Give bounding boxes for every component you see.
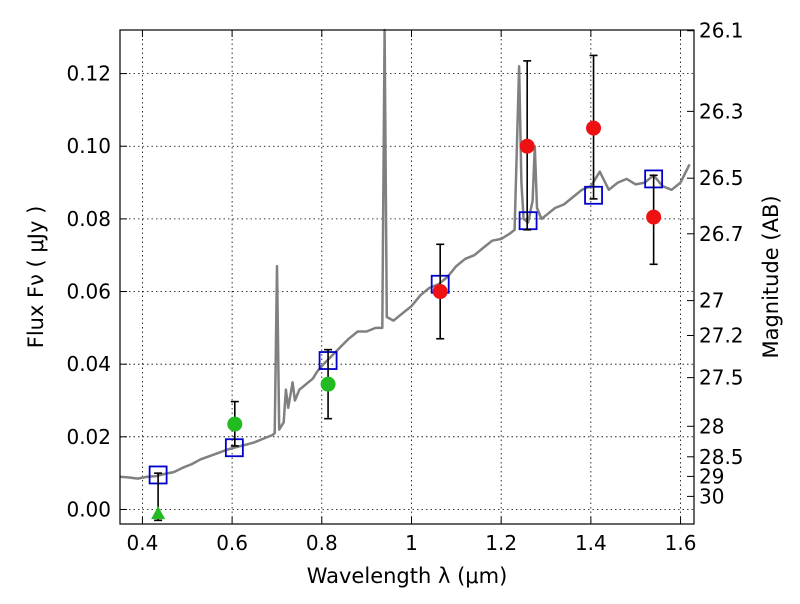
y-tick-label: 0.08 bbox=[66, 207, 111, 231]
plot-series bbox=[119, 28, 691, 522]
y2-axis-label: Magnitude (AB) bbox=[759, 195, 783, 358]
y-tick-label: 0.06 bbox=[66, 280, 111, 304]
y2-tick-label: 27.2 bbox=[699, 323, 744, 347]
plot-frame bbox=[119, 29, 695, 525]
x-tick-label: 1 bbox=[405, 531, 418, 555]
observed-flux-point bbox=[227, 416, 243, 432]
x-tick-label: 1.4 bbox=[575, 531, 607, 555]
upper-limit-triangle bbox=[151, 506, 166, 520]
y2-tick-label: 26.1 bbox=[699, 19, 744, 43]
observed-flux-point bbox=[519, 138, 535, 154]
x-tick-label: 0.6 bbox=[216, 531, 248, 555]
y2-tick-label: 26.3 bbox=[699, 99, 744, 123]
x-tick-label: 1.6 bbox=[665, 531, 697, 555]
y2-tick-label: 30 bbox=[699, 484, 724, 508]
observed-flux-point bbox=[432, 284, 448, 300]
y-tick-label: 0.00 bbox=[66, 497, 111, 521]
observed-flux-point bbox=[646, 209, 662, 225]
y-tick-label: 0.04 bbox=[66, 352, 111, 376]
y-tick-label: 0.12 bbox=[66, 62, 111, 86]
axes: 0.4 0.6 0.8 1 1.2 1.4 1.6 0.00 0.02 0.04 0.06 0.08 0… bbox=[66, 19, 743, 555]
x-tick-label: 1.2 bbox=[485, 531, 517, 555]
x-tick-label: 0.8 bbox=[306, 531, 338, 555]
x-tick-label: 0.4 bbox=[127, 531, 159, 555]
y2-tick-label: 28.5 bbox=[699, 445, 744, 469]
observed-flux-point bbox=[320, 376, 336, 392]
y2-tick-label: 29 bbox=[699, 464, 724, 488]
x-axis-label: Wavelength λ (μm) bbox=[307, 564, 508, 588]
grid bbox=[120, 30, 694, 524]
y2-tick-label: 26.5 bbox=[699, 166, 744, 190]
y2-tick-label: 27.5 bbox=[699, 366, 744, 390]
y-tick-label: 0.10 bbox=[66, 134, 111, 158]
y2-tick-label: 27 bbox=[699, 289, 724, 313]
spectrum-line bbox=[119, 28, 691, 480]
y-tick-label: 0.02 bbox=[66, 425, 111, 449]
observed-flux-point bbox=[586, 120, 602, 136]
y2-tick-label: 26.7 bbox=[699, 222, 744, 246]
y-axis-label: Flux Fν ( μJy ) bbox=[24, 206, 48, 349]
y2-tick-label: 28 bbox=[699, 414, 724, 438]
